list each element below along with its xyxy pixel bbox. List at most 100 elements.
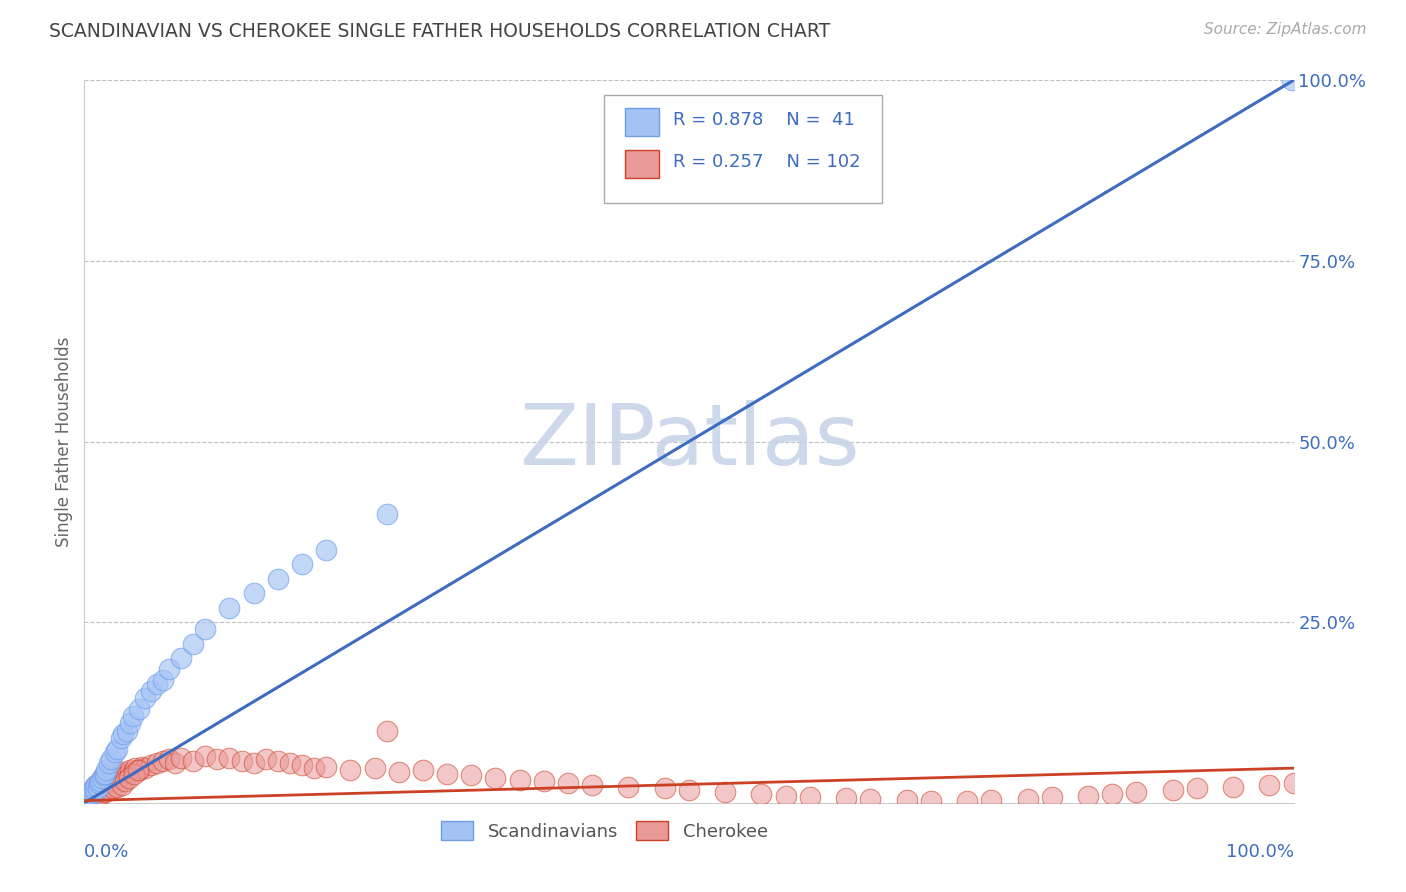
Point bbox=[75, 792, 97, 806]
Point bbox=[97, 774, 120, 789]
Point bbox=[112, 765, 135, 780]
Y-axis label: Single Father Households: Single Father Households bbox=[55, 336, 73, 547]
Point bbox=[110, 731, 132, 745]
Point bbox=[77, 792, 100, 806]
Point bbox=[134, 691, 156, 706]
Text: 100.0%: 100.0% bbox=[1226, 843, 1294, 861]
Legend: Scandinavians, Cherokee: Scandinavians, Cherokee bbox=[433, 814, 775, 848]
Point bbox=[121, 765, 143, 780]
Point bbox=[115, 723, 138, 738]
Point bbox=[152, 754, 174, 768]
Point bbox=[84, 782, 107, 797]
Point bbox=[93, 775, 115, 789]
Point bbox=[1258, 778, 1281, 792]
Point bbox=[315, 542, 337, 557]
Point bbox=[1040, 790, 1063, 805]
Point bbox=[107, 771, 129, 785]
Point bbox=[89, 778, 111, 792]
Point bbox=[218, 600, 240, 615]
Point bbox=[375, 723, 398, 738]
Point bbox=[799, 790, 821, 805]
Text: R = 0.878    N =  41: R = 0.878 N = 41 bbox=[673, 111, 855, 129]
Point bbox=[1161, 782, 1184, 797]
Point bbox=[775, 789, 797, 803]
Point bbox=[82, 790, 104, 805]
Text: 0.0%: 0.0% bbox=[84, 843, 129, 861]
Point bbox=[104, 745, 127, 759]
Point bbox=[76, 790, 98, 805]
Point bbox=[83, 781, 105, 796]
Point bbox=[91, 774, 114, 789]
Point bbox=[533, 774, 555, 789]
Point bbox=[105, 741, 128, 756]
Point bbox=[86, 781, 108, 796]
Point bbox=[896, 793, 918, 807]
Point bbox=[1077, 789, 1099, 803]
Bar bbox=[624, 151, 659, 178]
Text: ZIPatlas: ZIPatlas bbox=[519, 400, 859, 483]
Point bbox=[89, 774, 111, 789]
Point bbox=[114, 774, 136, 789]
Point bbox=[1222, 780, 1244, 794]
Point bbox=[436, 767, 458, 781]
Point bbox=[128, 764, 150, 778]
Point bbox=[122, 767, 145, 781]
Point bbox=[77, 789, 100, 803]
Point bbox=[90, 787, 112, 801]
Point bbox=[363, 761, 385, 775]
Point bbox=[100, 772, 122, 787]
Point bbox=[139, 683, 162, 698]
Point bbox=[460, 768, 482, 782]
Point bbox=[84, 782, 107, 797]
Point bbox=[165, 756, 187, 770]
Point bbox=[1185, 781, 1208, 796]
Point bbox=[80, 785, 103, 799]
Point bbox=[170, 751, 193, 765]
Point bbox=[77, 792, 100, 806]
Point bbox=[115, 768, 138, 782]
Point bbox=[194, 748, 217, 763]
Point bbox=[291, 558, 314, 572]
Point bbox=[86, 780, 108, 794]
Point bbox=[83, 785, 105, 799]
Point bbox=[170, 651, 193, 665]
Point bbox=[94, 767, 117, 781]
Point bbox=[231, 754, 253, 768]
Point bbox=[91, 771, 114, 785]
Point bbox=[751, 787, 773, 801]
Point bbox=[79, 790, 101, 805]
Point bbox=[1282, 775, 1305, 789]
Bar bbox=[624, 109, 659, 136]
Point bbox=[956, 794, 979, 808]
Point bbox=[127, 764, 149, 778]
Point bbox=[118, 771, 141, 785]
Point bbox=[859, 792, 882, 806]
Point bbox=[86, 778, 108, 792]
Point bbox=[124, 761, 146, 775]
Point bbox=[82, 787, 104, 801]
FancyBboxPatch shape bbox=[605, 95, 883, 203]
Point bbox=[97, 756, 120, 770]
Point bbox=[77, 790, 100, 805]
Point bbox=[1017, 792, 1039, 806]
Point bbox=[77, 791, 100, 805]
Point bbox=[120, 764, 142, 778]
Point bbox=[86, 781, 108, 796]
Point bbox=[291, 758, 314, 772]
Text: R = 0.257    N = 102: R = 0.257 N = 102 bbox=[673, 153, 860, 171]
Point bbox=[581, 778, 603, 792]
Point bbox=[1125, 785, 1147, 799]
Point bbox=[128, 702, 150, 716]
Point bbox=[267, 572, 290, 586]
Point bbox=[920, 794, 942, 808]
Point bbox=[1281, 73, 1303, 87]
Point bbox=[339, 764, 361, 778]
Point bbox=[87, 775, 110, 789]
Point bbox=[79, 787, 101, 801]
Point bbox=[302, 761, 325, 775]
Point bbox=[112, 727, 135, 741]
Point bbox=[412, 764, 434, 778]
Point bbox=[181, 637, 204, 651]
Point bbox=[980, 793, 1002, 807]
Point bbox=[77, 789, 100, 803]
